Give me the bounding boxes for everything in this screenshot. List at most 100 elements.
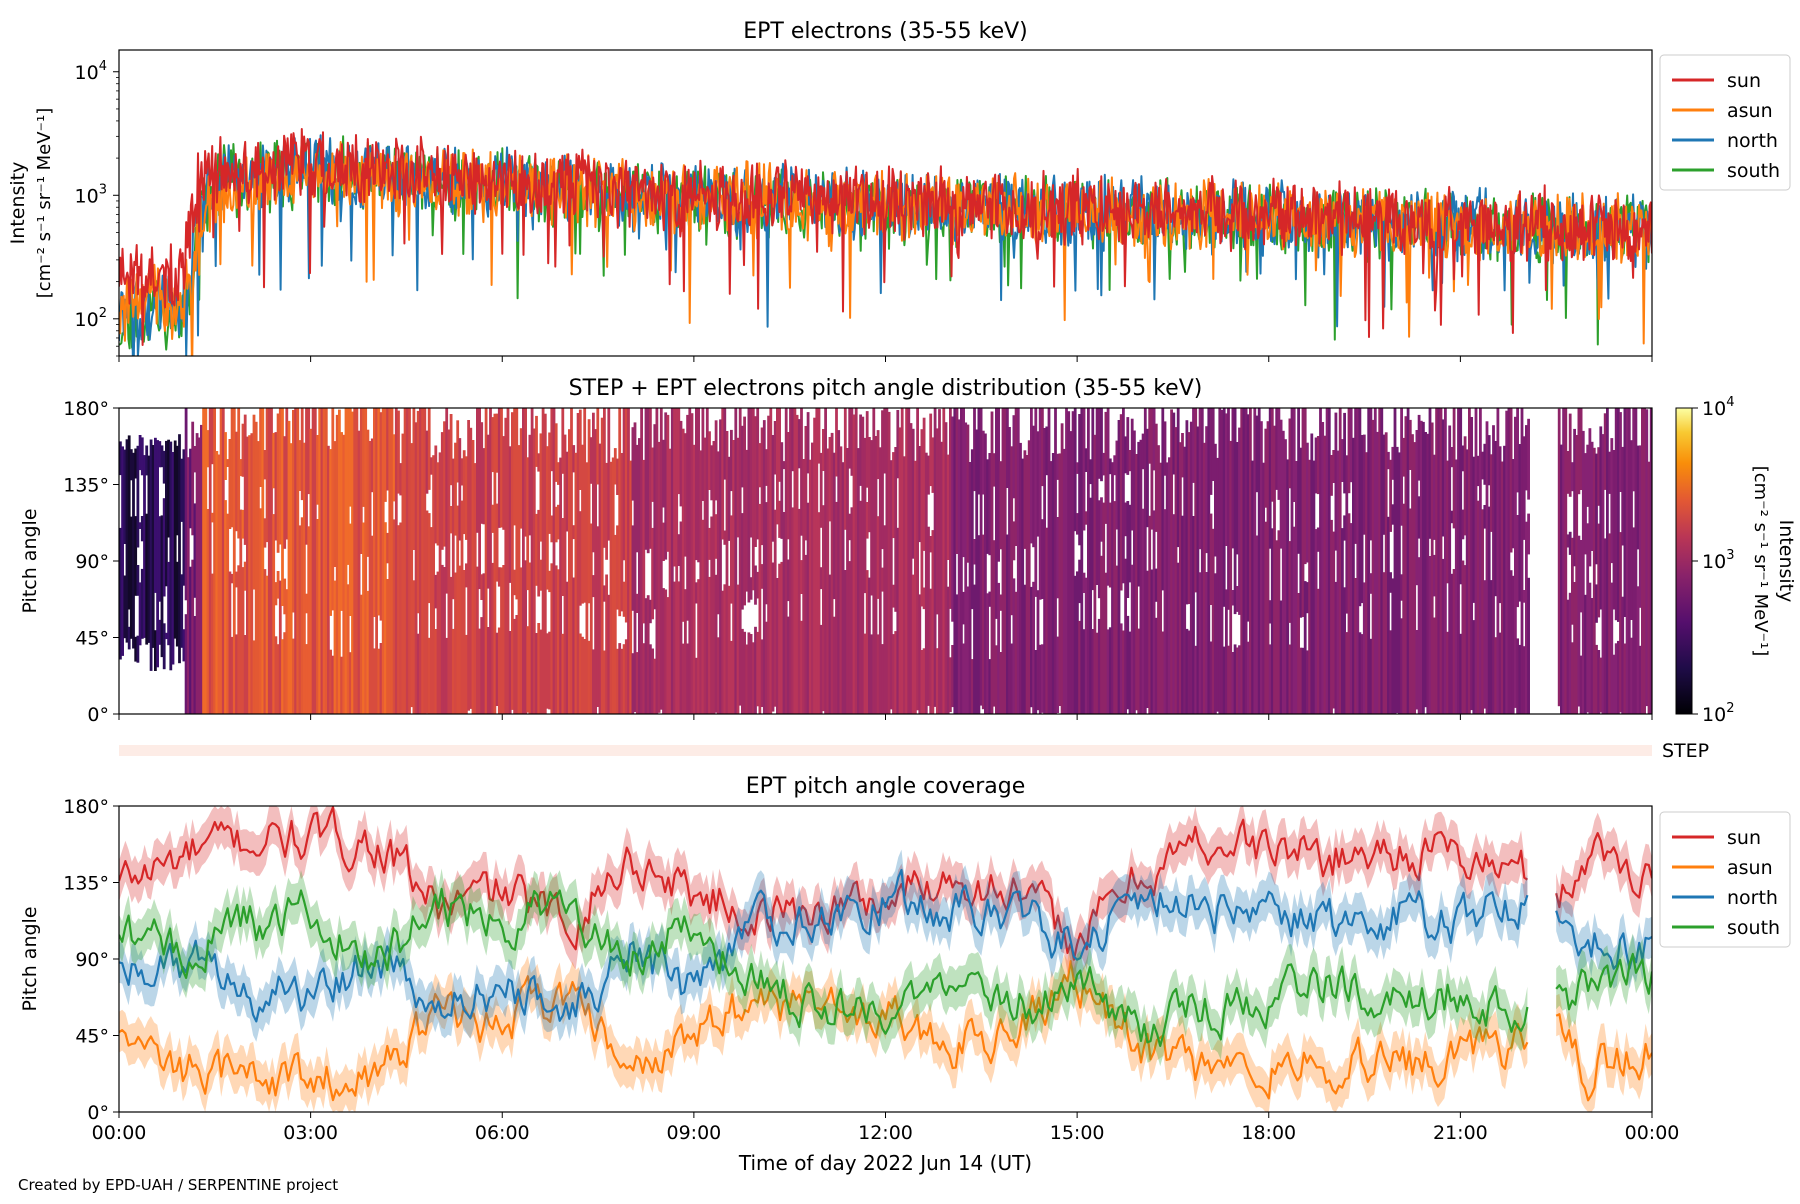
heatmap-cell [497,627,501,714]
heatmap-cell [127,626,131,650]
heatmap-cell [530,408,534,714]
heatmap-cell [504,417,508,714]
heatmap-cell [1150,569,1154,714]
heatmap-cell [745,644,749,714]
heatmap-cell [1345,632,1349,714]
heatmap-cell [797,419,801,469]
heatmap-cell [1043,428,1046,714]
heatmap-cell [1268,408,1272,549]
heatmap-cell [903,456,906,714]
heatmap-cell [677,408,681,495]
heatmap-cell [745,449,749,592]
heatmap-cell [881,410,884,550]
heatmap-cell [1051,453,1055,714]
y-tick-label: 135° [63,873,109,895]
heatmap-cell [878,447,882,714]
heatmap-cell [1573,582,1576,714]
heatmap-cell [712,441,716,714]
step-label: STEP [1662,740,1709,762]
heatmap-cell [727,456,731,541]
heatmap-cell [1321,422,1325,714]
heatmap-cell [1610,438,1614,564]
heatmap-cell [550,563,554,714]
heatmap-cell [432,455,435,714]
heatmap-cell [1240,408,1244,714]
heatmap-cell [1507,408,1511,714]
heatmap-cell [1150,408,1154,530]
heatmap-cell [1255,415,1259,493]
heatmap-cell [175,445,179,536]
heatmap-cell [1268,644,1272,714]
heatmap-cell [868,437,871,533]
heatmap-cell [175,561,179,647]
heatmap-cell [583,639,587,714]
heatmap-cell [609,461,613,714]
heatmap-cell [552,408,556,714]
heatmap-cell [508,631,512,714]
heatmap-cell [191,559,195,714]
heatmap-cell [165,440,168,587]
heatmap-cell [848,561,852,714]
heatmap-cell [633,422,637,712]
heatmap-cell [914,460,917,714]
panel1-ylabel-line1: Intensity [7,162,29,245]
colorbar-tick-label: 104 [1702,395,1734,420]
panel3-series-group [119,806,1652,1112]
heatmap-cell [344,408,348,714]
series-band-sun [119,806,1528,981]
heatmap-cell [1520,408,1524,714]
heatmap-cell [1459,408,1463,585]
heatmap-cell [1330,455,1333,496]
heatmap-cell [1152,510,1156,714]
heatmap-cell [1299,447,1303,618]
heatmap-cell [478,628,481,714]
heatmap-cell [528,434,532,536]
heatmap-cell [1470,417,1473,711]
heatmap-cell [162,450,166,484]
heatmap-cell [129,516,133,639]
heatmap-cell [1463,436,1467,536]
heatmap-cell [751,642,755,714]
heatmap-cell [892,634,895,714]
heatmap-cell [1286,459,1290,714]
heatmap-cell [1308,459,1311,714]
heatmap-cell [1181,515,1184,714]
heatmap-cell [765,621,768,714]
heatmap-cell [984,433,987,714]
heatmap-cell [1608,533,1611,714]
heatmap-cell [416,410,420,614]
heatmap-cell [929,588,933,714]
heatmap-cell [162,623,166,670]
heatmap-cell [898,427,902,714]
heatmap-cell [208,408,212,714]
heatmap-cell [165,632,168,640]
heatmap-cell [673,408,676,567]
heatmap-cell [620,648,624,714]
heatmap-cell [1617,408,1620,622]
heatmap-cell [554,423,558,482]
heatmap-cell [716,637,720,714]
heatmap-cell [681,428,685,622]
heatmap-cell [1303,408,1307,565]
heatmap-cell [653,424,657,610]
heatmap-cell [1406,408,1410,714]
heatmap-cell [1382,434,1386,535]
credit-text: Created by EPD-UAH / SERPENTINE project [18,1176,339,1194]
heatmap-cell [254,421,258,714]
heatmap-cell [1568,592,1572,714]
heatmap-cell [425,510,429,714]
heatmap-cell [995,408,998,619]
heatmap-cell [653,658,657,714]
heatmap-cell [865,411,869,488]
heatmap-cell [1518,444,1522,602]
heatmap-cell [230,636,234,714]
heatmap-cell [572,525,576,540]
heatmap-cell [1380,408,1384,714]
heatmap-cell [456,420,460,483]
heatmap-cell [1016,408,1020,714]
heatmap-cell [887,411,891,714]
heatmap-cell [399,522,403,714]
heatmap-cell [876,430,880,480]
heatmap-cell [486,627,490,714]
